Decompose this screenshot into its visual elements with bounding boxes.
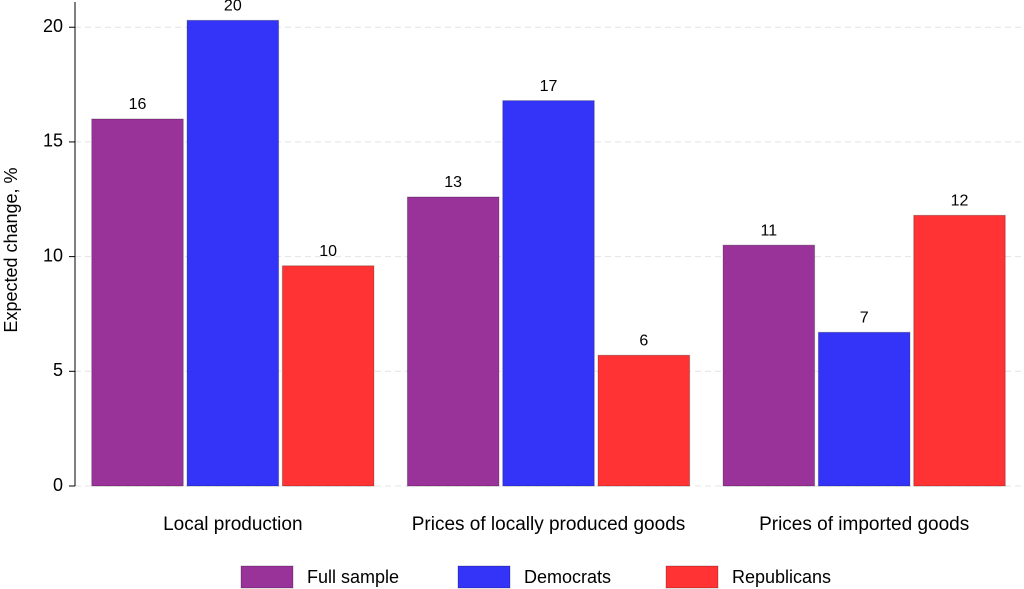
bar bbox=[722, 244, 816, 487]
y-axis-label: Expected change, % bbox=[1, 167, 21, 332]
legend-label: Republicans bbox=[732, 567, 831, 587]
legend-swatch bbox=[457, 565, 511, 589]
value-label: 10 bbox=[319, 243, 337, 260]
bar bbox=[406, 196, 500, 487]
value-label: 17 bbox=[540, 78, 558, 95]
bar bbox=[281, 265, 375, 487]
x-tick-label: Prices of locally produced goods bbox=[412, 514, 686, 535]
bar bbox=[502, 100, 595, 487]
value-label: 7 bbox=[860, 310, 869, 327]
legend-label: Democrats bbox=[524, 567, 611, 587]
y-tick-label: 20 bbox=[43, 16, 63, 36]
value-label: 11 bbox=[761, 222, 778, 239]
legend-swatch bbox=[665, 565, 719, 589]
value-label: 12 bbox=[951, 193, 969, 210]
legend-swatch bbox=[240, 565, 294, 589]
bar bbox=[913, 214, 1006, 487]
value-label: 6 bbox=[639, 332, 648, 349]
value-label: 20 bbox=[224, 0, 242, 15]
legend-label: Full sample bbox=[307, 567, 399, 587]
y-tick-label: 5 bbox=[53, 360, 63, 380]
bar bbox=[597, 354, 691, 487]
bar bbox=[186, 19, 280, 487]
y-tick-label: 15 bbox=[43, 131, 63, 151]
value-label: 16 bbox=[129, 96, 147, 113]
y-tick-label: 10 bbox=[43, 245, 63, 265]
x-tick-label: Local production bbox=[163, 514, 302, 535]
bar bbox=[817, 331, 911, 487]
value-label: 13 bbox=[444, 174, 462, 191]
x-tick-label: Prices of imported goods bbox=[759, 514, 969, 535]
bar bbox=[91, 118, 184, 487]
y-tick-label: 0 bbox=[53, 475, 63, 495]
